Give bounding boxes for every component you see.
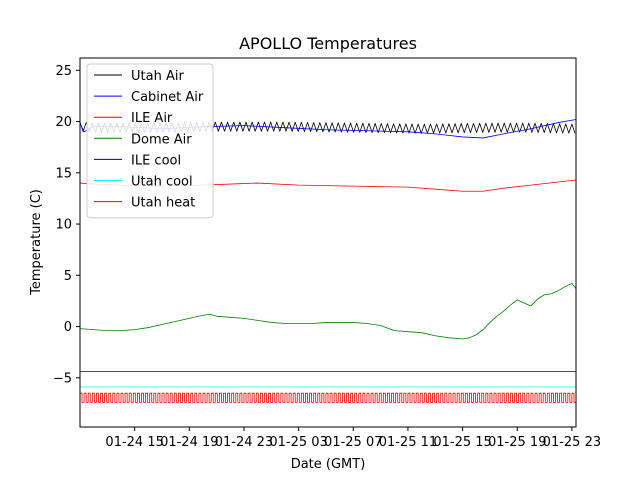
x-axis-label: Date (GMT) — [291, 457, 366, 472]
x-tick-label: 01-24 19 — [160, 435, 218, 450]
y-tick-label: 0 — [64, 320, 72, 335]
x-tick-label: 01-25 23 — [543, 435, 601, 450]
series-line-dome-air — [80, 283, 576, 340]
legend-label-cabinet-air: Cabinet Air — [131, 90, 204, 105]
legend-label-utah-air: Utah Air — [131, 69, 184, 84]
y-tick-label: 15 — [55, 166, 72, 181]
x-tick-label: 01-25 19 — [488, 435, 546, 450]
y-tick-label: 25 — [55, 64, 72, 79]
legend-label-utah-cool: Utah cool — [131, 175, 193, 190]
series-line-utah-heat — [80, 392, 576, 403]
legend: Utah Air Cabinet Air ILE Air Dome Air ILE co… — [86, 63, 214, 219]
legend-label-ile-air: ILE Air — [131, 111, 173, 126]
x-tick-label: 01-25 03 — [269, 435, 327, 450]
y-tick-label: 20 — [55, 115, 72, 130]
x-tick-label: 01-25 15 — [433, 435, 491, 450]
x-tick-label: 01-25 11 — [379, 435, 437, 450]
legend-label-utah-heat: Utah heat — [131, 196, 195, 211]
y-axis: −5 0 5 10 15 20 25 — [53, 64, 80, 386]
x-tick-label: 01-24 23 — [215, 435, 273, 450]
x-tick-label: 01-24 15 — [105, 435, 163, 450]
legend-box — [86, 63, 214, 219]
legend-label-ile-cool: ILE cool — [131, 153, 181, 168]
y-tick-label: 10 — [55, 218, 72, 233]
plot-frame — [79, 57, 577, 428]
legend-label-dome-air: Dome Air — [131, 132, 192, 147]
y-axis-label: Temperature (C) — [29, 189, 44, 296]
chart-title: APOLLO Temperatures — [239, 34, 417, 53]
x-tick-label: 01-25 07 — [324, 435, 382, 450]
y-tick-label: −5 — [53, 371, 72, 386]
y-tick-label: 5 — [64, 269, 72, 284]
